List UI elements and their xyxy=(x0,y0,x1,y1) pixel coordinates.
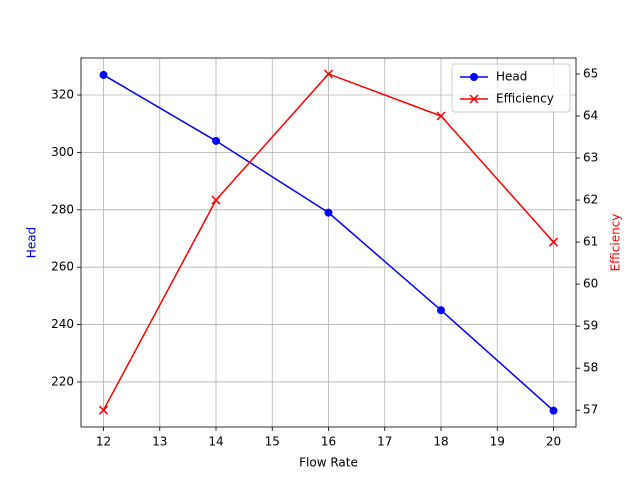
x-tick-label: 15 xyxy=(265,435,280,449)
y2-tick-label: 60 xyxy=(583,277,598,291)
legend-box xyxy=(451,63,571,113)
marker xyxy=(98,405,109,415)
x-tick-label: 18 xyxy=(433,435,448,449)
y-tick-label: 240 xyxy=(51,317,74,331)
y2-tick-label: 59 xyxy=(583,319,598,333)
marker xyxy=(437,306,445,315)
legend-label: Head xyxy=(496,70,527,84)
x-tick-label: 12 xyxy=(96,435,111,449)
y-tick-label: 320 xyxy=(51,88,74,102)
marker xyxy=(211,195,221,205)
x-tick-label: 16 xyxy=(321,435,336,449)
legend-marker xyxy=(469,94,479,104)
x-tick-label: 13 xyxy=(152,435,167,449)
x-tick-label: 19 xyxy=(490,435,505,449)
marker xyxy=(212,136,220,145)
y-tick-label: 300 xyxy=(51,145,74,159)
y2-tick-label: 65 xyxy=(583,66,598,80)
legend-label: Efficiency xyxy=(496,92,554,106)
y2-tick-label: 57 xyxy=(583,403,598,417)
marker xyxy=(436,111,446,121)
x-tick-label: 14 xyxy=(208,435,223,449)
marker xyxy=(549,406,558,415)
x-tick-label: 20 xyxy=(546,435,561,449)
marker xyxy=(548,237,559,247)
y-tick-label: 260 xyxy=(51,260,74,274)
plot-frame xyxy=(80,57,577,428)
marker xyxy=(323,69,334,79)
x-tick-label: 17 xyxy=(377,435,392,449)
y2-tick-label: 64 xyxy=(583,108,598,122)
y-tick-label: 220 xyxy=(51,374,74,388)
y2-tick-label: 63 xyxy=(583,151,598,165)
y-axis-label: Head xyxy=(25,227,39,258)
y-tick-label: 280 xyxy=(51,202,74,216)
y2-axis-label: Efficiency xyxy=(609,214,623,272)
marker xyxy=(324,208,333,217)
y2-tick-label: 62 xyxy=(583,193,598,207)
x-axis-label: Flow Rate xyxy=(299,456,358,470)
y2-tick-label: 58 xyxy=(583,361,598,375)
y2-tick-label: 61 xyxy=(583,235,598,249)
legend-marker xyxy=(470,73,478,81)
marker xyxy=(99,70,108,79)
